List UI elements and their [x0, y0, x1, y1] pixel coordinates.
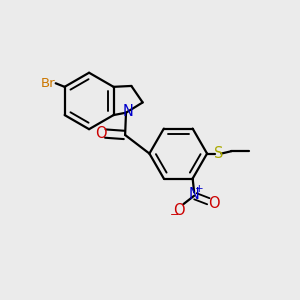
Text: Br: Br	[41, 77, 56, 90]
Text: +: +	[195, 184, 204, 194]
Text: −: −	[170, 210, 179, 220]
Text: O: O	[94, 126, 106, 141]
Text: N: N	[123, 104, 134, 119]
Text: O: O	[173, 202, 185, 217]
Text: N: N	[189, 187, 200, 202]
Text: S: S	[214, 146, 223, 161]
Text: O: O	[208, 196, 220, 211]
